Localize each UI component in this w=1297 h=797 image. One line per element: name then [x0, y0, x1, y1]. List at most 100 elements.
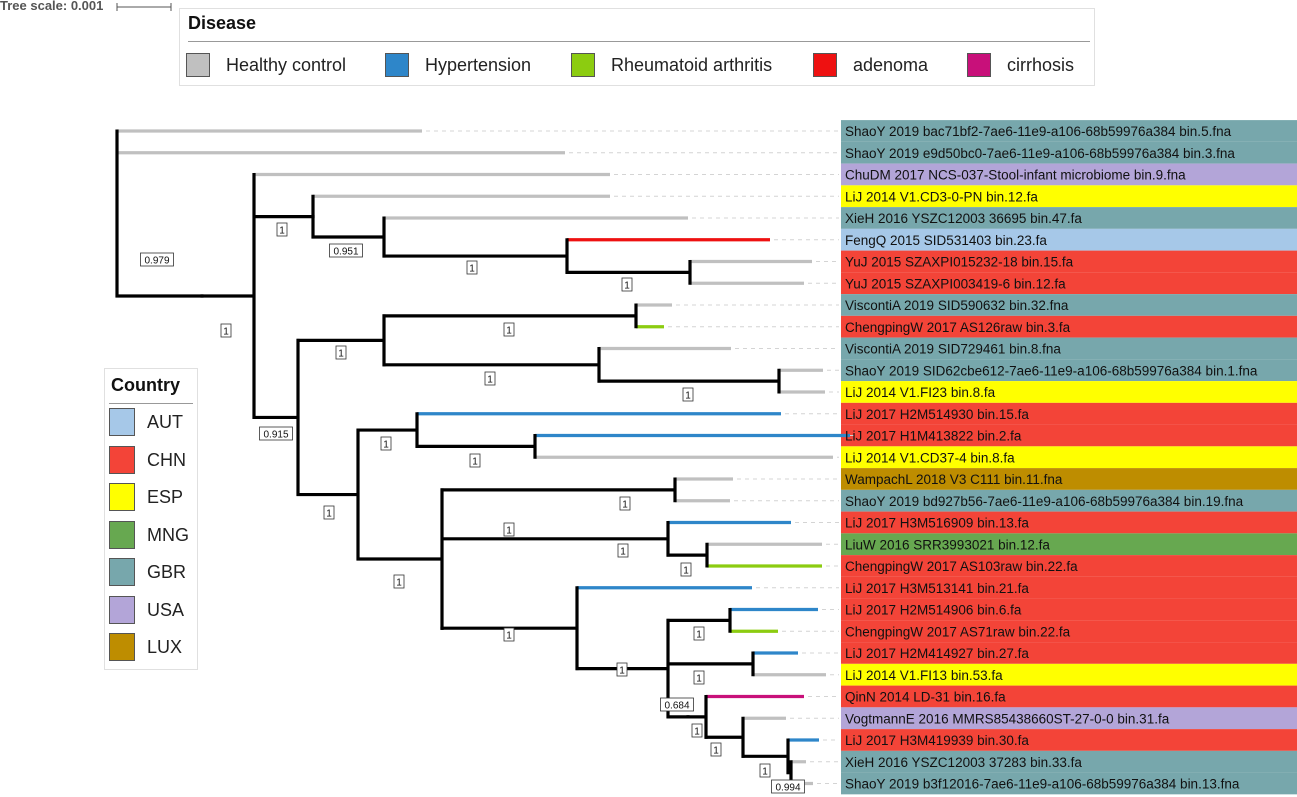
support-value: 1	[335, 345, 347, 360]
tip-label-band	[841, 294, 1297, 316]
swatch	[109, 521, 135, 549]
legend-item-adenoma: adenoma	[813, 51, 928, 79]
tip-label-band	[841, 141, 1297, 164]
svg-text:1: 1	[622, 500, 628, 511]
tip-label-band	[841, 555, 1297, 577]
tip-guide-lines	[426, 130, 854, 784]
support-values: 0.979 1 1 0.951 1 1 0.915 1 1 1 1 1 1 1 1 1 1 1 1 1 1 1 1 0.684…	[140, 222, 805, 794]
swatch	[967, 53, 991, 77]
svg-text:1: 1	[619, 666, 625, 677]
support-value: 1	[682, 387, 694, 402]
legend-item-cirrhosis: cirrhosis	[967, 51, 1074, 79]
support-value: 1	[759, 763, 771, 778]
tip-label: ViscontiA 2019 SID590632 bin.32.fna	[845, 298, 1069, 313]
tip-label: ShaoY 2019 e9d50bc0-7ae6-11e9-a106-68b59…	[845, 146, 1235, 161]
swatch	[109, 558, 135, 586]
legend-item-rheumatoid-arthritis: Rheumatoid arthritis	[571, 51, 772, 79]
country-legend-title: Country	[111, 375, 180, 395]
tip-label-band	[841, 620, 1297, 643]
tip-label-band	[841, 163, 1297, 186]
tip-branches	[117, 129, 850, 786]
swatch	[186, 53, 210, 77]
tip-label: XieH 2016 YSZC12003 36695 bin.47.fa	[845, 211, 1082, 226]
swatch	[109, 633, 135, 661]
tip-label: LiJ 2014 V1.FI13 bin.53.fa	[845, 668, 1003, 683]
tip-label-band	[841, 120, 1297, 142]
support-value: 1	[484, 371, 496, 386]
legend-divider	[109, 403, 193, 404]
country-legend: Country AUT CHN ESP MNG GBR USA LUX	[104, 368, 198, 670]
tip-label: ChuDM 2017 NCS-037-Stool-infant microbio…	[845, 168, 1186, 183]
tip-label: LiJ 2014 V1.FI23 bin.8.fa	[845, 385, 996, 400]
tip-label-band	[841, 576, 1297, 599]
svg-text:0.994: 0.994	[775, 783, 800, 794]
tip-label: ShaoY 2019 b3f12016-7ae6-11e9-a106-68b59…	[845, 777, 1240, 792]
tip-label: FengQ 2015 SID531403 bin.23.fa	[845, 233, 1047, 248]
legend-label: GBR	[147, 561, 187, 582]
tip-label: ShaoY 2019 SID62cbe612-7ae6-11e9-a106-68…	[845, 363, 1258, 378]
svg-text:1: 1	[223, 327, 229, 338]
svg-text:1: 1	[469, 264, 475, 275]
svg-text:1: 1	[713, 746, 719, 757]
support-value: 1	[469, 453, 481, 468]
svg-text:1: 1	[506, 526, 512, 537]
support-value: 1	[691, 723, 703, 738]
legend-item-lux: LUX	[109, 632, 182, 662]
tip-label: ChengpingW 2017 AS103raw bin.22.fa	[845, 559, 1078, 574]
svg-text:1: 1	[487, 375, 493, 386]
swatch	[109, 408, 135, 436]
legend-item-aut: AUT	[109, 407, 183, 437]
tip-label-band	[841, 468, 1297, 490]
legend-label: CHN	[147, 449, 186, 470]
tip-label-band	[841, 707, 1297, 730]
legend-label: ESP	[147, 486, 184, 507]
legend-label: AUT	[147, 411, 183, 432]
support-value: 1	[393, 574, 405, 589]
svg-text:0.951: 0.951	[333, 247, 358, 258]
svg-text:1: 1	[338, 349, 344, 360]
tip-label: ViscontiA 2019 SID729461 bin.8.fna	[845, 342, 1061, 357]
tip-label-band	[841, 533, 1297, 556]
svg-text:1: 1	[506, 631, 512, 642]
tip-label-band	[841, 511, 1297, 534]
tip-label: ChengpingW 2017 AS126raw bin.3.fa	[845, 320, 1071, 335]
legend-label: Rheumatoid arthritis	[611, 54, 773, 75]
legend-label: USA	[147, 599, 185, 620]
tip-label-band	[841, 489, 1297, 512]
tip-labels: ShaoY 2019 bac71bf2-7ae6-11e9-a106-68b59…	[845, 124, 1258, 792]
tip-label: LiJ 2017 H3M516909 bin.13.fa	[845, 516, 1029, 531]
support-value: 1	[616, 662, 628, 677]
support-value: 0.951	[329, 243, 363, 258]
support-value: 1	[503, 522, 515, 537]
support-value: 0.979	[140, 252, 174, 267]
svg-text:1: 1	[683, 566, 689, 577]
support-value: 1	[710, 742, 722, 757]
tip-label-band	[841, 663, 1297, 686]
svg-text:1: 1	[685, 391, 691, 402]
tip-label: LiJ 2017 H2M514906 bin.6.fa	[845, 603, 1022, 618]
tip-label-band	[841, 228, 1297, 251]
svg-text:0.979: 0.979	[144, 256, 169, 267]
tip-label: ShaoY 2019 bd927b56-7ae6-11e9-a106-68b59…	[845, 494, 1244, 509]
support-value: 1	[276, 222, 288, 237]
legend-label: cirrhosis	[1007, 54, 1075, 75]
legend-item-mng: MNG	[109, 520, 189, 550]
tip-label-band	[841, 359, 1297, 382]
svg-text:1: 1	[762, 767, 768, 778]
swatch	[109, 596, 135, 624]
svg-text:0.684: 0.684	[664, 701, 689, 712]
legend-item-hypertension: Hypertension	[385, 51, 531, 79]
svg-text:1: 1	[620, 547, 626, 558]
tip-label-band	[841, 381, 1297, 403]
svg-text:1: 1	[696, 674, 702, 685]
tip-label-band	[841, 729, 1297, 751]
support-value: 0.994	[771, 779, 805, 794]
svg-text:1: 1	[326, 509, 332, 520]
tip-label: LiJ 2017 H3M513141 bin.21.fa	[845, 581, 1029, 596]
svg-text:1: 1	[624, 281, 630, 292]
svg-text:1: 1	[383, 440, 389, 451]
tip-label-band	[841, 772, 1297, 795]
legend-label: Healthy control	[226, 54, 347, 75]
disease-legend: Disease Healthy control Hypertension Rhe…	[179, 8, 1095, 86]
